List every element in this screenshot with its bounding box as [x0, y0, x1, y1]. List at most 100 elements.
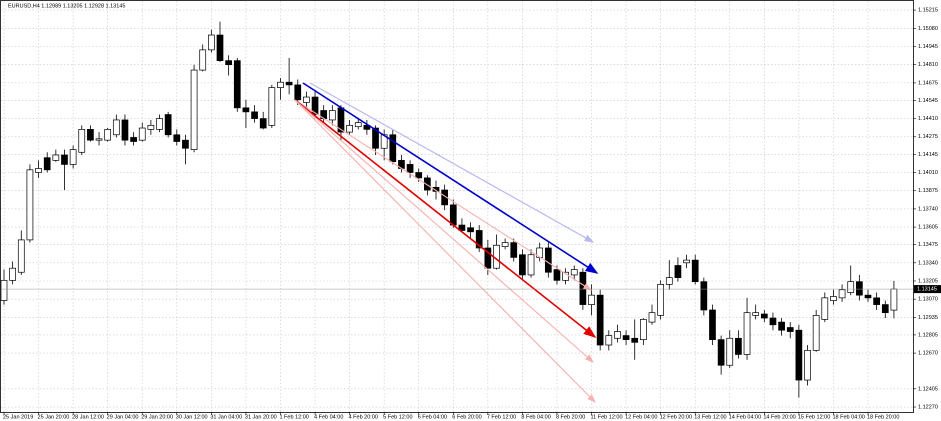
y-tick-label: 1.13070: [918, 297, 938, 303]
candle-body: [156, 118, 163, 130]
x-tick-label: 18 Feb 20:00: [867, 414, 899, 420]
candle-body: [579, 271, 587, 305]
candle-body: [173, 134, 181, 142]
candle-body: [700, 281, 708, 311]
candle-body: [130, 137, 137, 142]
y-tick-label: 1.12670: [918, 351, 938, 357]
candle-body: [743, 312, 751, 355]
axes: 1.15215 1.15080 1.14945 1.14810 1.14675 1.145…: [1, 8, 941, 420]
y-tick-label: 1.14545: [918, 98, 938, 104]
candle-body: [804, 350, 811, 381]
candle-body: [458, 224, 466, 231]
candle-body: [251, 111, 258, 119]
candle-body: [467, 227, 474, 233]
x-tick-label: 4 Feb 20:00: [349, 414, 378, 420]
x-tick-label: 31 Jan 20:00: [245, 414, 277, 420]
trend-arrow: [302, 82, 599, 274]
candle-body: [873, 297, 880, 305]
x-tick-label: 18 Feb 04:00: [832, 414, 864, 420]
candle-body: [838, 289, 846, 299]
x-tick-label: 25 Jan 20:00: [38, 414, 70, 420]
y-tick-label: 1.14010: [918, 170, 938, 176]
candle-body: [760, 313, 768, 319]
candle-body: [61, 154, 68, 165]
x-tick-label: 6 Feb 04:00: [418, 414, 447, 420]
y-tick-label: 1.13740: [918, 206, 938, 212]
candle-body: [147, 124, 155, 130]
candle-body: [259, 118, 267, 129]
candle-body: [726, 337, 734, 366]
x-tick-label: 14 Feb 04:00: [729, 414, 761, 420]
x-tick-label: 28 Jan 12:00: [72, 414, 104, 420]
x-tick-label: 31 Jan 04:00: [210, 414, 242, 420]
candle-body: [691, 259, 699, 283]
candle-body: [164, 114, 172, 136]
candle-body: [346, 124, 353, 133]
y-tick-label: 1.15215: [918, 8, 938, 14]
candle-body: [648, 312, 656, 323]
candles: [0, 21, 898, 398]
x-tick-label: 8 Feb 20:00: [556, 414, 585, 420]
x-tick-label: 6 Feb 20:00: [452, 414, 481, 420]
x-tick-label: 30 Jan 12:00: [176, 414, 208, 420]
y-tick-label: 1.14410: [918, 116, 938, 122]
y-tick-label: 1.14675: [918, 80, 938, 86]
candle-body: [786, 327, 794, 332]
candle-body: [674, 265, 682, 278]
candle-body: [717, 339, 725, 366]
candle-body: [769, 317, 777, 326]
candle-body: [121, 119, 129, 141]
trend-arrow: [309, 82, 595, 243]
candle-body: [26, 169, 34, 241]
x-tick-label: 1 Feb 12:00: [279, 414, 308, 420]
candle-body: [216, 34, 224, 61]
y-tick-label: 1.13475: [918, 242, 938, 248]
candle-body: [311, 96, 319, 115]
x-tick-label: 4 Feb 04:00: [314, 414, 343, 420]
candle-body: [95, 138, 103, 141]
candle-body: [303, 96, 310, 103]
x-tick-label: 15 Feb 12:00: [798, 414, 830, 420]
y-tick-label: 1.12805: [918, 332, 938, 338]
candle-body: [43, 157, 51, 171]
candle-body: [640, 319, 647, 340]
candle-body: [112, 119, 120, 136]
x-tick-label: 12 Feb 04:00: [625, 414, 657, 420]
chart-title: EURUSD,H4 1.12989 1.13205 1.12928 1.1314…: [8, 3, 125, 9]
candle-body: [890, 288, 898, 311]
y-tick-label: 1.14145: [918, 152, 938, 158]
candle-body: [510, 242, 518, 258]
candle-body: [415, 172, 423, 179]
candle-body: [138, 127, 146, 141]
candle-body: [372, 127, 379, 149]
candle-body: [449, 204, 457, 226]
candle-body: [795, 329, 803, 381]
candle-body: [614, 331, 621, 339]
y-tick-label: 1.12270: [918, 404, 938, 410]
candle-body: [778, 321, 785, 331]
candle-body: [9, 267, 16, 281]
candle-body: [847, 281, 855, 293]
candle-body: [52, 154, 60, 161]
candle-body: [363, 124, 371, 130]
candle-body: [69, 149, 77, 165]
candle-body: [328, 110, 336, 121]
candle-body: [596, 294, 604, 346]
candle-body: [475, 230, 483, 249]
candle-body: [182, 139, 189, 149]
candle-body: [484, 247, 492, 269]
candle-body: [830, 296, 837, 301]
x-tick-label: 13 Feb 12:00: [694, 414, 726, 420]
x-tick-label: 8 Feb 04:00: [521, 414, 550, 420]
y-tick-label: 1.13605: [918, 225, 938, 231]
candle-body: [501, 242, 509, 247]
price-tag: [914, 285, 941, 294]
candle-body: [87, 129, 94, 141]
candle-body: [104, 129, 112, 141]
candle-body: [881, 304, 889, 314]
y-tick-label: 1.14275: [918, 134, 938, 140]
candle-body: [389, 134, 397, 163]
x-tick-label: 12 Feb 20:00: [660, 414, 692, 420]
y-tick-label: 1.13205: [918, 278, 938, 284]
